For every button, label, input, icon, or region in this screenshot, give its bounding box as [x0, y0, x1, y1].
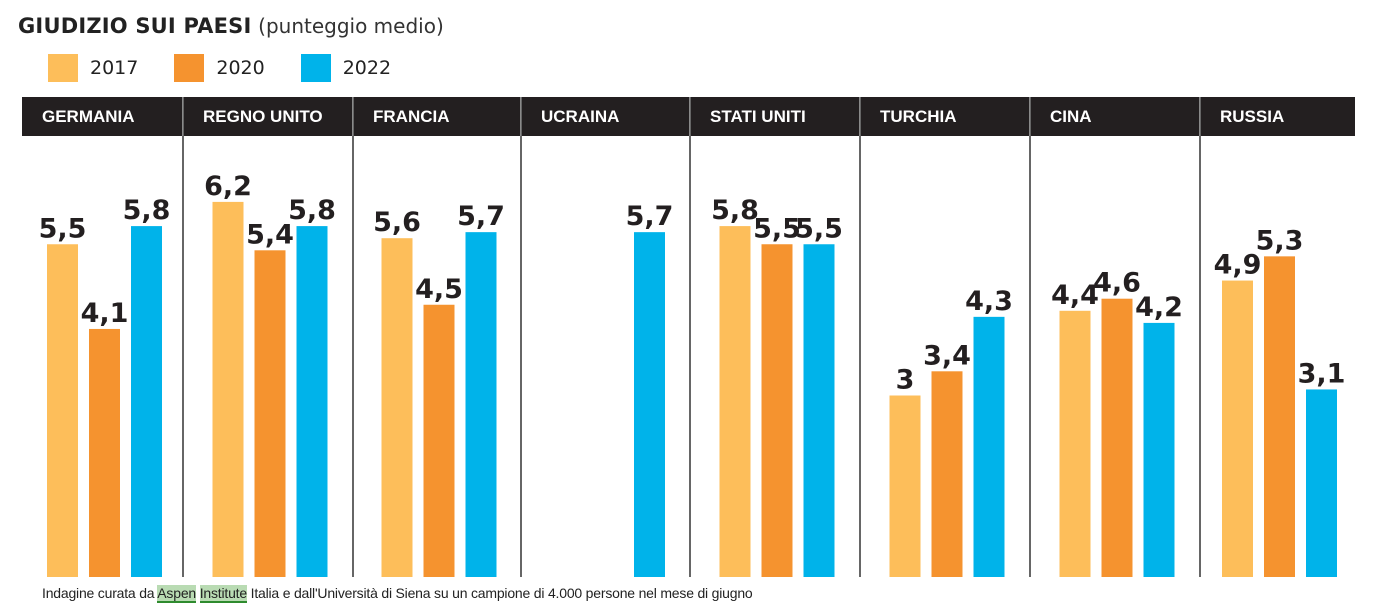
header-divider: [689, 97, 690, 136]
category-label-cina: CINA: [1050, 107, 1092, 126]
data-label-russia-2017: 4,9: [1214, 250, 1262, 281]
data-label-ucraina-2022: 5,7: [626, 201, 674, 232]
bar-germania-2017: [47, 244, 78, 577]
panel-divider: [182, 97, 184, 577]
legend-swatch-2020: [174, 54, 205, 82]
legend-label-2017: 2017: [90, 57, 139, 79]
source-highlight-institute: Institute: [199, 585, 247, 603]
source-highlight-aspen: Aspen: [157, 585, 196, 603]
data-label-regno-unito-2020: 5,4: [246, 219, 294, 250]
panel-divider: [352, 97, 354, 577]
chart-subtitle: (punteggio medio): [258, 14, 444, 38]
source-prefix: Indagine curata da: [42, 585, 158, 601]
data-label-francia-2017: 5,6: [373, 207, 421, 238]
bar-russia-2022: [1306, 389, 1337, 577]
data-label-stati-uniti-2022: 5,5: [795, 213, 843, 244]
source-suffix: Italia e dall'Università di Siena su un …: [246, 585, 753, 601]
chart-title-main: GIUDIZIO SUI PAESI: [18, 14, 252, 38]
data-label-cina-2022: 4,2: [1135, 292, 1183, 323]
bar-germania-2022: [131, 226, 162, 577]
bar-russia-2017: [1222, 280, 1253, 577]
panel-divider: [1199, 97, 1201, 577]
panel-divider: [520, 97, 522, 577]
legend-swatch-2017: [48, 54, 78, 82]
bar-turchia-2017: [889, 395, 921, 577]
data-label-germania-2017: 5,5: [39, 213, 87, 244]
bar-francia-2020: [423, 304, 455, 577]
data-label-turchia-2020: 3,4: [923, 340, 971, 371]
header-divider: [1199, 97, 1200, 136]
bar-francia-2022: [465, 232, 497, 577]
data-label-stati-uniti-2017: 5,8: [711, 195, 759, 226]
data-label-regno-unito-2017: 6,2: [204, 171, 252, 202]
category-header-bar: [22, 97, 1355, 136]
legend-label-2020: 2020: [216, 57, 265, 79]
legend-item-2017: 2017: [48, 54, 138, 82]
bar-regno-unito-2020: [254, 250, 286, 578]
category-label-russia: RUSSIA: [1220, 107, 1285, 126]
data-label-regno-unito-2022: 5,8: [288, 195, 336, 226]
data-label-francia-2022: 5,7: [457, 201, 505, 232]
panel-divider: [689, 97, 691, 577]
bar-francia-2017: [381, 238, 413, 577]
bar-turchia-2022: [973, 316, 1005, 577]
bar-regno-unito-2022: [296, 226, 328, 577]
legend-item-2020: 2020: [174, 54, 265, 82]
data-label-germania-2022: 5,8: [123, 195, 171, 226]
data-label-russia-2020: 5,3: [1256, 225, 1304, 256]
bar-regno-unito-2017: [212, 201, 244, 577]
header-divider: [520, 97, 521, 136]
legend-item-2022: 2022: [300, 54, 392, 82]
category-label-regno-unito: REGNO UNITO: [203, 107, 323, 126]
panel-divider: [1029, 97, 1031, 577]
bar-germania-2020: [89, 328, 120, 577]
legend-label-2022: 2022: [342, 57, 392, 79]
category-label-turchia: TURCHIA: [880, 107, 957, 126]
category-label-francia: FRANCIA: [373, 107, 450, 126]
category-label-ucraina: UCRAINA: [541, 107, 620, 126]
header-divider: [1029, 97, 1030, 136]
bar-ucraina-2022: [634, 232, 665, 577]
header-divider: [182, 97, 183, 136]
bar-cina-2017: [1059, 310, 1091, 577]
data-label-russia-2022: 3,1: [1298, 358, 1346, 389]
header-divider: [352, 97, 353, 136]
bar-cina-2020: [1101, 298, 1133, 577]
data-label-cina-2020: 4,6: [1093, 268, 1141, 299]
bar-stati-uniti-2022: [803, 244, 835, 577]
chart-title: GIUDIZIO SUI PAESI (punteggio medio): [18, 14, 444, 38]
bar-stati-uniti-2020: [761, 244, 793, 577]
bar-turchia-2020: [931, 371, 963, 577]
category-label-germania: GERMANIA: [42, 107, 135, 126]
data-label-stati-uniti-2020: 5,5: [753, 213, 801, 244]
source-note: Indagine curata da Aspen Institute Itali…: [42, 585, 753, 603]
data-label-francia-2020: 4,5: [415, 274, 463, 305]
data-label-germania-2020: 4,1: [81, 298, 129, 329]
legend-swatch-2022: [300, 54, 331, 82]
header-divider: [859, 97, 860, 136]
data-label-turchia-2022: 4,3: [965, 286, 1013, 317]
data-label-turchia-2017: 3: [896, 365, 915, 396]
bar-russia-2020: [1264, 256, 1295, 577]
category-label-stati-uniti: STATI UNITI: [710, 107, 806, 126]
bar-cina-2022: [1143, 322, 1175, 577]
bar-stati-uniti-2017: [719, 226, 751, 577]
legend: 2017 2020 2022: [48, 54, 427, 82]
data-label-cina-2017: 4,4: [1051, 280, 1099, 311]
panel-divider: [859, 97, 861, 577]
